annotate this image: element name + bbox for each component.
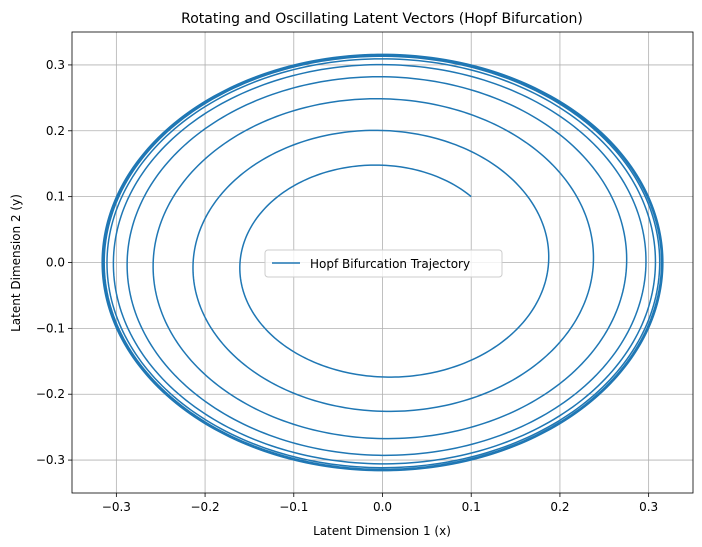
legend-box [264,249,503,278]
y-tick-label: 0.3 [46,58,65,72]
y-tick-label: 0.1 [46,190,65,204]
y-tick-label: 0.0 [46,256,65,270]
x-tick-label: −0.2 [191,500,220,514]
x-tick-label: −0.3 [102,500,131,514]
legend: Hopf Bifurcation Trajectory [264,249,503,278]
trajectory-line [101,53,664,472]
x-axis-label: Latent Dimension 1 (x) [313,524,451,538]
y-tick-label: −0.1 [36,321,65,335]
x-tick-label: −0.1 [279,500,308,514]
x-tick-label: 0.2 [550,500,569,514]
x-tick-label: 0.3 [639,500,658,514]
x-tick-label: 0.0 [373,500,392,514]
x-tick-label: 0.1 [462,500,481,514]
y-tick-label: 0.2 [46,124,65,138]
y-tick-label: −0.3 [36,453,65,467]
y-axis-ticks: −0.3 −0.2 −0.1 0.0 0.1 0.2 0.3 [36,58,72,467]
legend-entry-label: Hopf Bifurcation Trajectory [310,257,470,271]
y-axis-label: Latent Dimension 2 (y) [9,194,23,332]
x-axis-ticks: −0.3 −0.2 −0.1 0.0 0.1 0.2 0.3 [102,493,658,514]
y-tick-label: −0.2 [36,387,65,401]
chart-title: Rotating and Oscillating Latent Vectors … [181,11,583,27]
